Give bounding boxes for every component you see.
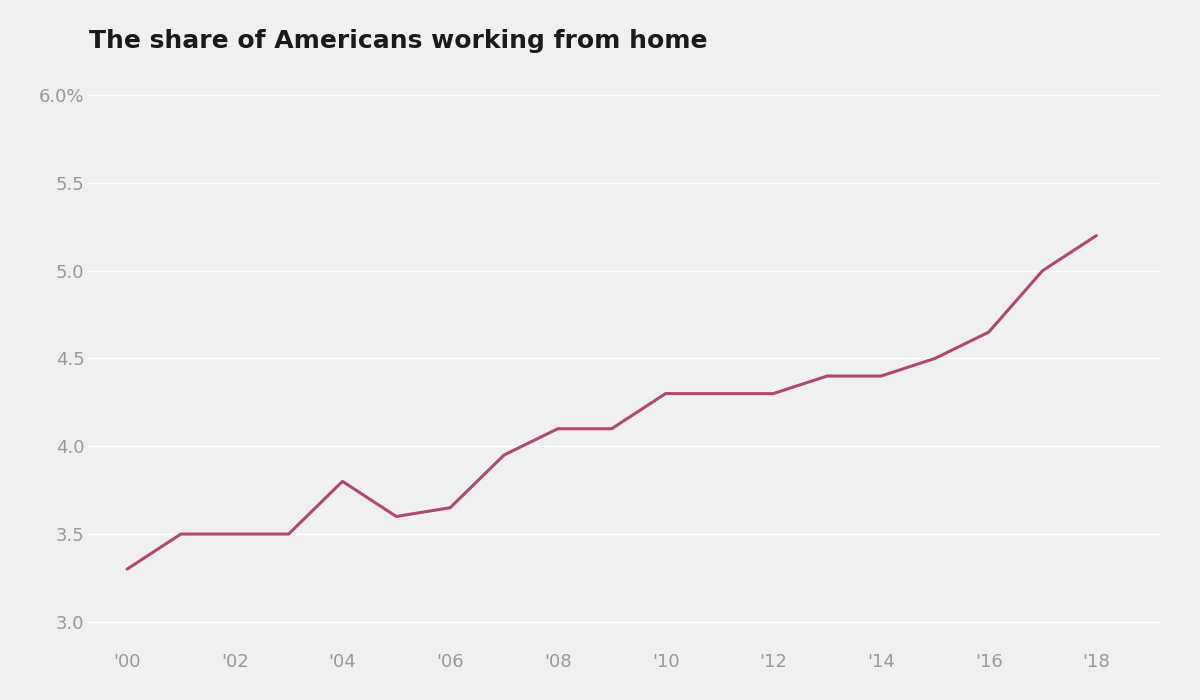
Text: The share of Americans working from home: The share of Americans working from home xyxy=(89,29,708,53)
